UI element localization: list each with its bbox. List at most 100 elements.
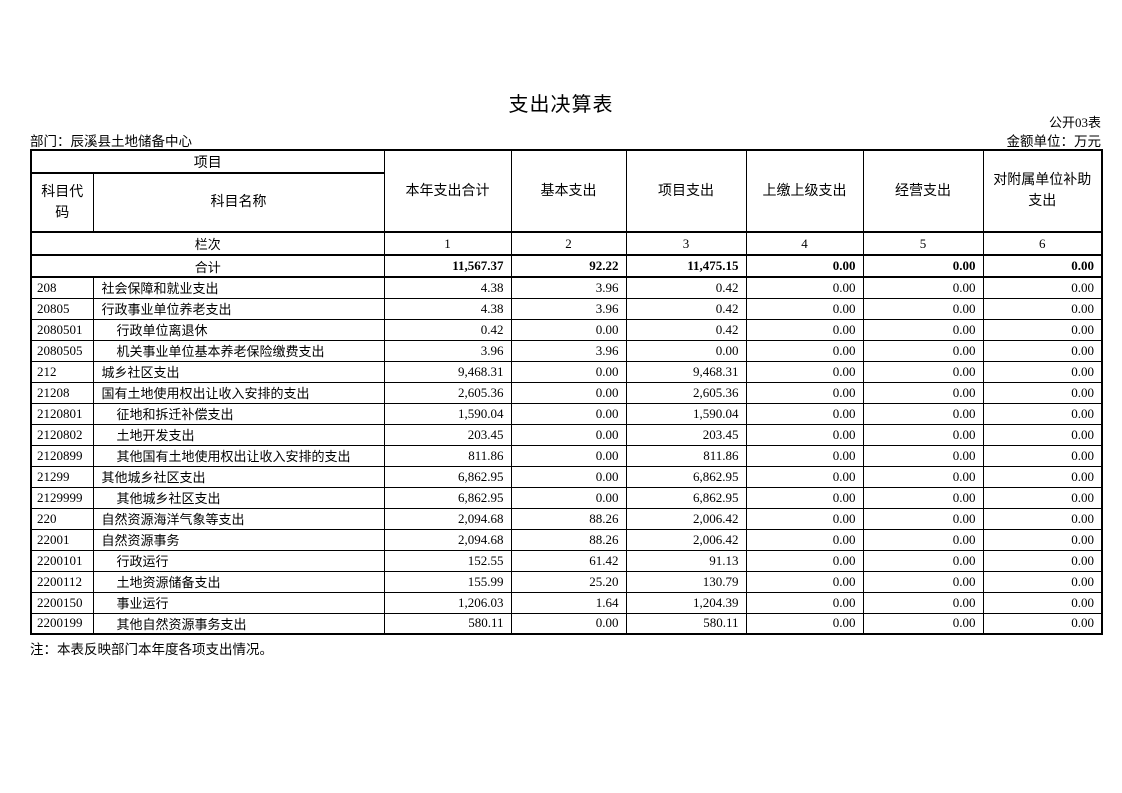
row-value: 0.00 xyxy=(982,339,1103,362)
row-subject-code: 2080505 xyxy=(30,339,94,362)
column-number: 2 xyxy=(510,231,627,256)
row-value: 1.64 xyxy=(510,591,627,614)
total-row: 合计 11,567.37 92.22 11,475.15 0.00 0.00 0… xyxy=(30,254,1103,278)
row-subject-code: 2200150 xyxy=(30,591,94,614)
table-header: 项目 本年支出合计 基本支出 项目支出 上缴上级支出 经营支出 对附属单位补助支… xyxy=(30,149,1103,233)
table-row: 2200199 其他自然资源事务支出 580.11 0.00 580.11 0.00 0.0… xyxy=(30,612,1103,635)
row-value: 811.86 xyxy=(383,444,512,467)
row-value: 88.26 xyxy=(510,528,627,551)
row-value: 25.20 xyxy=(510,570,627,593)
row-value: 0.42 xyxy=(625,318,747,341)
row-value: 0.00 xyxy=(745,465,864,488)
row-value: 0.00 xyxy=(510,423,627,446)
row-value: 0.00 xyxy=(745,549,864,572)
row-subject-code: 212 xyxy=(30,360,94,383)
header-subject-name: 科目名称 xyxy=(92,172,385,233)
row-subject-code: 2200101 xyxy=(30,549,94,572)
form-code-label: 公开03表 xyxy=(1048,115,1101,130)
column-number: 4 xyxy=(745,231,864,256)
row-value: 6,862.95 xyxy=(625,465,747,488)
row-value: 3.96 xyxy=(510,339,627,362)
row-value: 0.00 xyxy=(982,402,1103,425)
department-label: 部门：辰溪县土地储备中心 xyxy=(30,134,192,149)
column-number: 3 xyxy=(625,231,747,256)
table-row: 208 社会保障和就业支出 4.38 3.96 0.42 0.00 0.00 0.00 xyxy=(30,276,1103,299)
row-value: 1,590.04 xyxy=(383,402,512,425)
row-value: 6,862.95 xyxy=(383,486,512,509)
row-value: 0.00 xyxy=(862,486,984,509)
row-value: 0.00 xyxy=(745,591,864,614)
row-subject-code: 2120801 xyxy=(30,402,94,425)
row-subject-code: 2120899 xyxy=(30,444,94,467)
row-value: 580.11 xyxy=(625,612,747,635)
row-value: 0.00 xyxy=(982,276,1103,299)
row-value: 61.42 xyxy=(510,549,627,572)
row-value: 0.00 xyxy=(510,465,627,488)
table-row: 2120801 征地和拆迁补偿支出 1,590.04 0.00 1,590.04 0.00… xyxy=(30,402,1103,425)
row-value: 0.00 xyxy=(510,444,627,467)
meta-line: 部门：辰溪县土地储备中心 金额单位：万元 xyxy=(30,130,1101,150)
row-subject-name: 社会保障和就业支出 xyxy=(92,276,385,299)
row-value: 0.00 xyxy=(745,360,864,383)
row-value: 130.79 xyxy=(625,570,747,593)
row-value: 0.42 xyxy=(625,276,747,299)
row-value: 0.00 xyxy=(745,402,864,425)
row-subject-name: 其他国有土地使用权出让收入安排的支出 xyxy=(92,444,385,467)
row-value: 0.00 xyxy=(745,381,864,404)
row-value: 1,204.39 xyxy=(625,591,747,614)
header-group-project: 项目 xyxy=(30,149,385,174)
table-row: 21299 其他城乡社区支出 6,862.95 0.00 6,862.95 0.00 0.0… xyxy=(30,465,1103,488)
row-value: 0.00 xyxy=(510,402,627,425)
row-value: 4.38 xyxy=(383,276,512,299)
total-value: 0.00 xyxy=(862,254,984,278)
row-subject-name: 征地和拆迁补偿支出 xyxy=(92,402,385,425)
row-value: 0.00 xyxy=(745,612,864,635)
row-value: 0.00 xyxy=(745,276,864,299)
row-value: 0.00 xyxy=(862,612,984,635)
total-value: 11,475.15 xyxy=(625,254,747,278)
row-value: 2,006.42 xyxy=(625,507,747,530)
table-row: 2080505 机关事业单位基本养老保险缴费支出 3.96 3.96 0.00 0.00 0… xyxy=(30,339,1103,362)
row-subject-name: 其他城乡社区支出 xyxy=(92,486,385,509)
table-row: 2120802 土地开发支出 203.45 0.00 203.45 0.00 0.00 0.0… xyxy=(30,423,1103,446)
row-value: 0.00 xyxy=(745,570,864,593)
row-value: 0.00 xyxy=(862,297,984,320)
row-value: 0.00 xyxy=(625,339,747,362)
row-subject-code: 21299 xyxy=(30,465,94,488)
row-value: 203.45 xyxy=(383,423,512,446)
footer-note: 注：本表反映部门本年度各项支出情况。 xyxy=(30,642,273,657)
row-value: 0.00 xyxy=(862,507,984,530)
table-row: 2200112 土地资源储备支出 155.99 25.20 130.79 0.00 0.00… xyxy=(30,570,1103,593)
row-subject-name: 事业运行 xyxy=(92,591,385,614)
row-subject-code: 2080501 xyxy=(30,318,94,341)
row-value: 0.00 xyxy=(982,486,1103,509)
header-col-upward: 上缴上级支出 xyxy=(745,149,864,233)
row-value: 3.96 xyxy=(383,339,512,362)
row-value: 0.00 xyxy=(862,360,984,383)
row-value: 155.99 xyxy=(383,570,512,593)
row-value: 580.11 xyxy=(383,612,512,635)
table-row: 2200101 行政运行 152.55 61.42 91.13 0.00 0.00 0.00 xyxy=(30,549,1103,572)
header-col-operating: 经营支出 xyxy=(862,149,984,233)
row-value: 0.42 xyxy=(625,297,747,320)
row-value: 0.00 xyxy=(982,591,1103,614)
column-number: 1 xyxy=(383,231,512,256)
total-value: 0.00 xyxy=(745,254,864,278)
row-value: 0.00 xyxy=(982,318,1103,341)
row-subject-code: 2200112 xyxy=(30,570,94,593)
row-value: 0.00 xyxy=(982,423,1103,446)
row-subject-name: 城乡社区支出 xyxy=(92,360,385,383)
row-value: 0.00 xyxy=(745,444,864,467)
row-subject-code: 208 xyxy=(30,276,94,299)
header-col-total: 本年支出合计 xyxy=(383,149,512,233)
row-subject-name: 行政运行 xyxy=(92,549,385,572)
row-subject-code: 2120802 xyxy=(30,423,94,446)
table-row: 2129999 其他城乡社区支出 6,862.95 0.00 6,862.95 0.00 0… xyxy=(30,486,1103,509)
row-value: 0.00 xyxy=(862,444,984,467)
row-value: 0.00 xyxy=(745,528,864,551)
row-value: 0.00 xyxy=(982,465,1103,488)
row-value: 2,605.36 xyxy=(383,381,512,404)
expenditure-table: 项目 本年支出合计 基本支出 项目支出 上缴上级支出 经营支出 对附属单位补助支… xyxy=(30,149,1103,635)
row-subject-name: 土地开发支出 xyxy=(92,423,385,446)
row-value: 203.45 xyxy=(625,423,747,446)
